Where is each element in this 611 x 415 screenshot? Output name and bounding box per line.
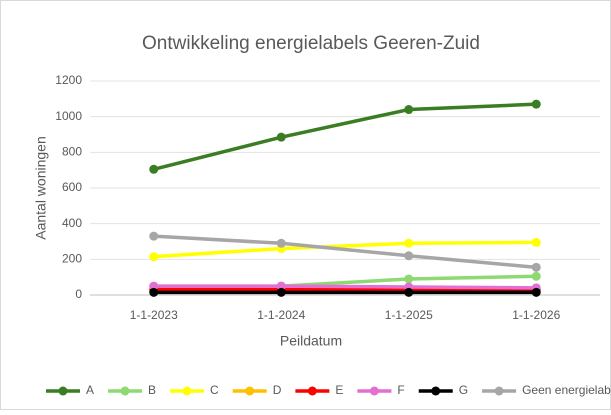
data-point xyxy=(531,287,541,297)
data-point xyxy=(404,287,414,297)
x-tick-label: 1-1-2026 xyxy=(512,308,560,322)
legend-label: D xyxy=(273,383,282,397)
data-point xyxy=(276,132,286,142)
data-point xyxy=(404,105,414,115)
y-tick-label: 200 xyxy=(62,252,82,266)
legend-marker xyxy=(307,386,317,396)
legend-marker xyxy=(58,386,68,396)
data-point xyxy=(531,271,541,281)
data-point xyxy=(276,238,286,248)
data-point xyxy=(149,281,159,291)
series-line xyxy=(153,240,537,259)
chart-title: Ontwikkeling energielabels Geeren-Zuid xyxy=(142,33,480,54)
data-point xyxy=(531,262,541,272)
legend-marker xyxy=(245,386,255,396)
legend-label: Geen energielabel xyxy=(522,383,611,397)
x-axis-label: Peildatum xyxy=(280,333,342,349)
data-point xyxy=(404,251,414,261)
data-point xyxy=(531,99,541,109)
y-tick-label: 1000 xyxy=(55,109,82,123)
data-point xyxy=(404,238,414,248)
x-tick-label: 1-1-2024 xyxy=(257,308,305,322)
data-point xyxy=(276,281,286,291)
legend-label: C xyxy=(210,383,219,397)
legend-marker xyxy=(182,386,192,396)
data-point xyxy=(149,164,159,174)
data-point xyxy=(149,252,159,262)
y-tick-label: 800 xyxy=(62,145,82,159)
legend-marker xyxy=(431,386,441,396)
legend-marker xyxy=(369,386,379,396)
legend-label: B xyxy=(148,383,156,397)
legend-marker xyxy=(120,386,130,396)
data-point xyxy=(276,287,286,297)
y-tick-label: 1200 xyxy=(55,73,82,87)
y-tick-label: 600 xyxy=(62,180,82,194)
legend-label: G xyxy=(459,383,468,397)
data-point xyxy=(531,237,541,247)
legend-label: A xyxy=(86,383,94,397)
y-tick-label: 0 xyxy=(75,287,82,301)
legend-label: E xyxy=(335,383,343,397)
legend-marker xyxy=(494,386,504,396)
data-point xyxy=(149,287,159,297)
series-line xyxy=(153,234,537,270)
x-tick-label: 1-1-2023 xyxy=(130,308,178,322)
series-line xyxy=(153,102,537,171)
legend-label: F xyxy=(397,383,404,397)
data-point xyxy=(404,274,414,284)
y-tick-label: 400 xyxy=(62,216,82,230)
y-axis-label: Aantal woningen xyxy=(33,136,49,240)
data-point xyxy=(149,231,159,241)
x-tick-label: 1-1-2025 xyxy=(385,308,433,322)
series-line xyxy=(153,284,537,290)
